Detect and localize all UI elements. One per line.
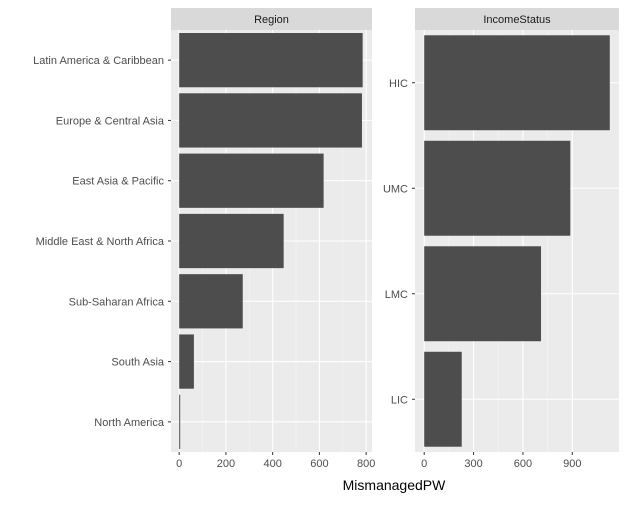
y-tick-label: Sub-Saharan Africa (69, 296, 165, 308)
x-tick-label: 400 (263, 458, 281, 470)
x-tick-label: 0 (176, 458, 182, 470)
x-tick-label: 200 (217, 458, 235, 470)
y-tick-label: Middle East & North Africa (36, 236, 165, 248)
panel-incomestatus: IncomeStatus HIC UMC LMC LIC 0 300 600 900 (383, 8, 619, 470)
y-tick-label: LMC (385, 289, 408, 301)
bar-lic (424, 351, 462, 447)
facet-strip-label: IncomeStatus (483, 14, 551, 26)
y-tick-label: HIC (389, 78, 408, 90)
facet-strip (171, 8, 372, 30)
bar-lmc (424, 246, 542, 342)
bar-east-asia-pacific (179, 153, 324, 208)
x-tick-label: 600 (310, 458, 328, 470)
y-tick-label: South Asia (111, 357, 164, 369)
bar-middle-east-north-africa (179, 213, 284, 269)
y-tick-label: East Asia & Pacific (72, 176, 164, 188)
x-axis-title: MismanagedPW (343, 477, 446, 493)
y-tick-label: UMC (383, 183, 408, 195)
bar-north-america (179, 394, 181, 449)
facet-strip (415, 8, 619, 30)
x-tick-label: 900 (563, 458, 581, 470)
y-tick-label: LIC (391, 394, 408, 406)
bar-europe-central-asia (179, 93, 362, 148)
y-tick-label: North America (94, 417, 165, 429)
bar-latin-america-caribbean (179, 33, 363, 88)
facet-strip-label: Region (254, 14, 289, 26)
x-tick-label: 300 (464, 458, 482, 470)
y-tick-label: Latin America & Caribbean (33, 55, 164, 67)
bar-hic (424, 35, 610, 131)
panel-region: Region Latin America & Caribbean Europe & … (33, 8, 375, 470)
x-tick-label: 0 (421, 458, 427, 470)
x-tick-label: 600 (514, 458, 532, 470)
bar-south-asia (179, 334, 194, 389)
bar-sub-saharan-africa (179, 274, 243, 329)
bar-umc (424, 140, 571, 236)
x-tick-label: 800 (357, 458, 375, 470)
y-tick-label: Europe & Central Asia (56, 115, 165, 127)
